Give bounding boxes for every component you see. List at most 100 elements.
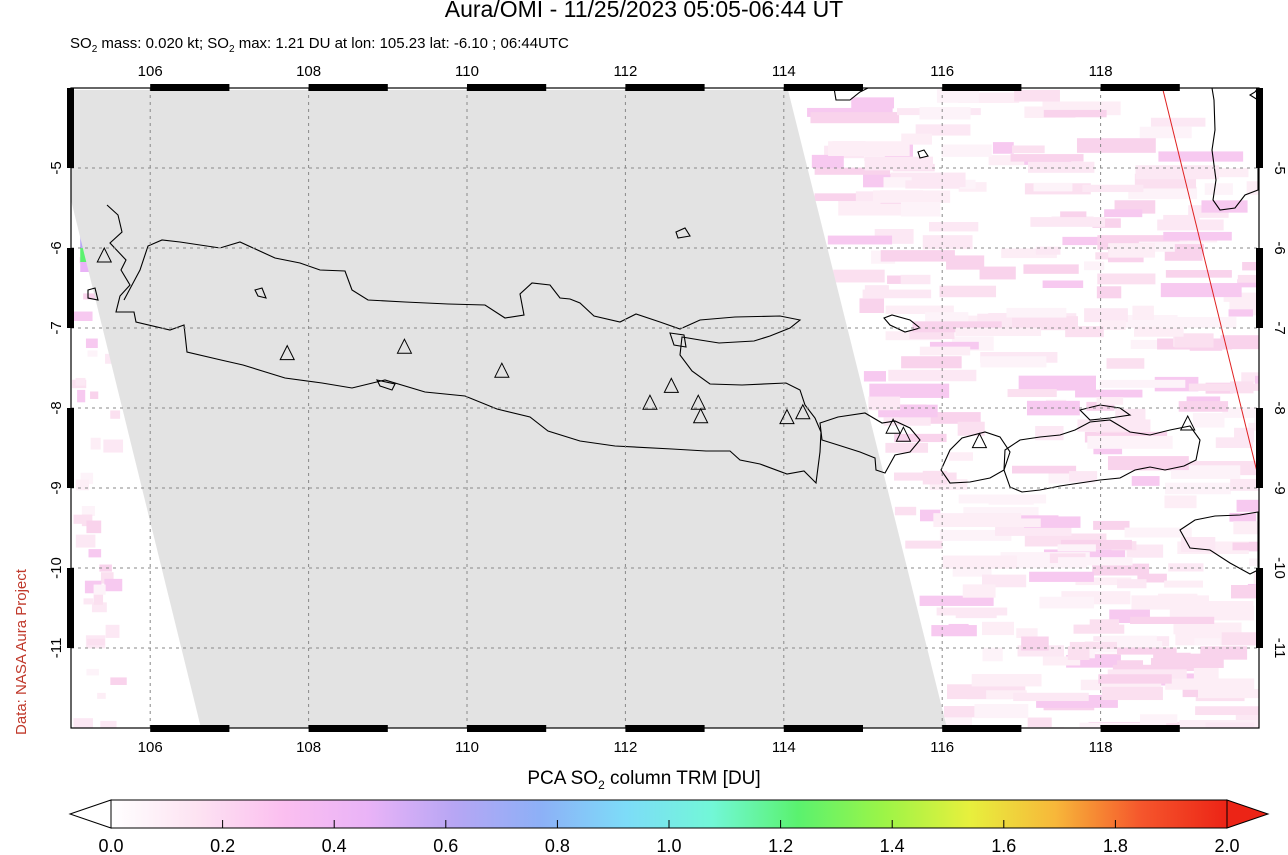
frame-bar <box>67 408 74 488</box>
so2-pixel <box>901 133 932 145</box>
so2-pixel <box>862 289 932 299</box>
so2-pixel <box>1016 628 1038 638</box>
so2-pixel <box>868 396 901 411</box>
map-canvas: 106 106 108 108 110 110 112 112 114 114 116 116 118 1… <box>48 63 1288 756</box>
lat-tick-label-left: -7 <box>48 321 65 334</box>
lon-tick-label-top: 114 <box>772 63 796 80</box>
so2-pixel <box>1042 280 1084 288</box>
frame-bar <box>783 725 863 732</box>
so2-pixel <box>919 595 994 606</box>
so2-pixel <box>1230 478 1259 491</box>
volcano-marker <box>779 408 795 425</box>
so2-pixel <box>859 298 885 314</box>
so2-pixel <box>1117 647 1177 655</box>
lon-tick-label-top: 106 <box>138 63 163 80</box>
so2-pixel <box>77 389 86 403</box>
so2-pixel <box>919 107 971 120</box>
so2-pixel <box>936 607 1008 616</box>
so2-pixel <box>1000 552 1090 563</box>
frame-bar <box>942 84 1022 91</box>
so2-pixel <box>864 156 933 171</box>
lon-tick-label-bottom: 116 <box>930 739 954 756</box>
lon-tick-label-top: 108 <box>296 63 321 80</box>
volcano-marker <box>692 407 709 424</box>
gridlines <box>71 88 1259 728</box>
so2-pixel <box>962 584 996 598</box>
so2-pixel <box>905 180 960 189</box>
so2-pixel <box>1035 246 1061 255</box>
so2-pixel <box>75 534 96 548</box>
colorbar-tick-label: 1.6 <box>991 836 1016 855</box>
lat-tick-label-left: -9 <box>48 481 65 494</box>
lat-tick-label-right: -6 <box>1271 241 1288 254</box>
so2-pixel <box>814 193 879 202</box>
so2-pixel <box>1229 512 1257 522</box>
so2-pixel <box>912 321 1002 333</box>
so2-pixel <box>944 706 994 718</box>
so2-pixel <box>1195 706 1259 716</box>
so2-pixel <box>885 442 929 453</box>
so2-pixel <box>1246 181 1259 195</box>
so2-pixel <box>1137 573 1167 583</box>
so2-pixel <box>1117 660 1144 669</box>
so2-pixel <box>971 674 1042 687</box>
so2-pixel <box>1174 333 1214 348</box>
so2-pixel <box>1007 389 1057 398</box>
so2-pixel <box>1092 218 1121 228</box>
so2-pixel <box>91 602 107 613</box>
so2-pixel <box>1018 375 1096 391</box>
so2-pixel <box>1201 200 1248 213</box>
so2-pixel <box>1188 383 1259 391</box>
so2-pixel <box>958 494 1047 504</box>
lat-tick-label-right: -8 <box>1271 401 1288 414</box>
so2-pixel <box>1001 248 1057 259</box>
so2-pixel <box>110 677 127 685</box>
so2-pixel <box>1104 209 1143 218</box>
lat-tick-label-left: -10 <box>48 557 65 579</box>
so2-pixel <box>922 470 948 485</box>
colorbar-tick-label: 2.0 <box>1214 836 1239 855</box>
so2-pixel <box>885 305 954 314</box>
map-title: Aura/OMI - 11/25/2023 05:05-06:44 UT <box>444 0 844 22</box>
lat-tick-label-right: -9 <box>1271 481 1288 494</box>
so2-pixel <box>936 89 979 103</box>
colorbar-tick-label: 1.8 <box>1103 836 1128 855</box>
so2-pixel <box>1077 419 1151 432</box>
so2-pixel <box>87 638 105 646</box>
so2-pixel <box>1076 138 1156 153</box>
so2-pixel <box>1011 465 1077 474</box>
so2-pixel <box>1164 248 1203 261</box>
colorbar-tick-label: 1.0 <box>656 836 681 855</box>
so2-pixel <box>1098 674 1172 684</box>
so2-pixel <box>980 356 1047 368</box>
so2-pixel <box>979 266 1016 280</box>
frame-bar <box>150 725 230 732</box>
so2-pixel <box>1101 686 1163 701</box>
so2-pixel <box>90 437 101 450</box>
colorbar-tick-label: 0.8 <box>545 836 570 855</box>
so2-pixel <box>1174 244 1205 254</box>
so2-pixel <box>1223 292 1258 302</box>
so2-pixel <box>97 692 106 699</box>
so2-pixel <box>1150 117 1206 127</box>
so2-pixel <box>1237 274 1259 283</box>
so2-pixel <box>1133 326 1184 337</box>
so2-pixel <box>1161 317 1237 328</box>
so2-pixel <box>982 621 1014 636</box>
so2-pixel <box>1087 435 1173 449</box>
so2-pixel <box>1099 320 1126 330</box>
so2-pixel <box>1248 422 1259 431</box>
so2-pixel <box>1065 326 1104 338</box>
so2-pixel <box>1057 544 1096 552</box>
volcano-marker <box>663 377 680 393</box>
coastlines <box>87 88 1259 575</box>
so2-pixel <box>1093 520 1130 530</box>
so2-pixel <box>1220 335 1259 350</box>
so2-pixel <box>1089 619 1120 634</box>
so2-pixel <box>946 255 985 270</box>
so2-pixel <box>1163 214 1200 230</box>
so2-pixel <box>1131 476 1160 486</box>
so2-pixel <box>1039 596 1095 609</box>
so2-pixel <box>87 350 98 357</box>
so2-pixel <box>1139 126 1192 139</box>
